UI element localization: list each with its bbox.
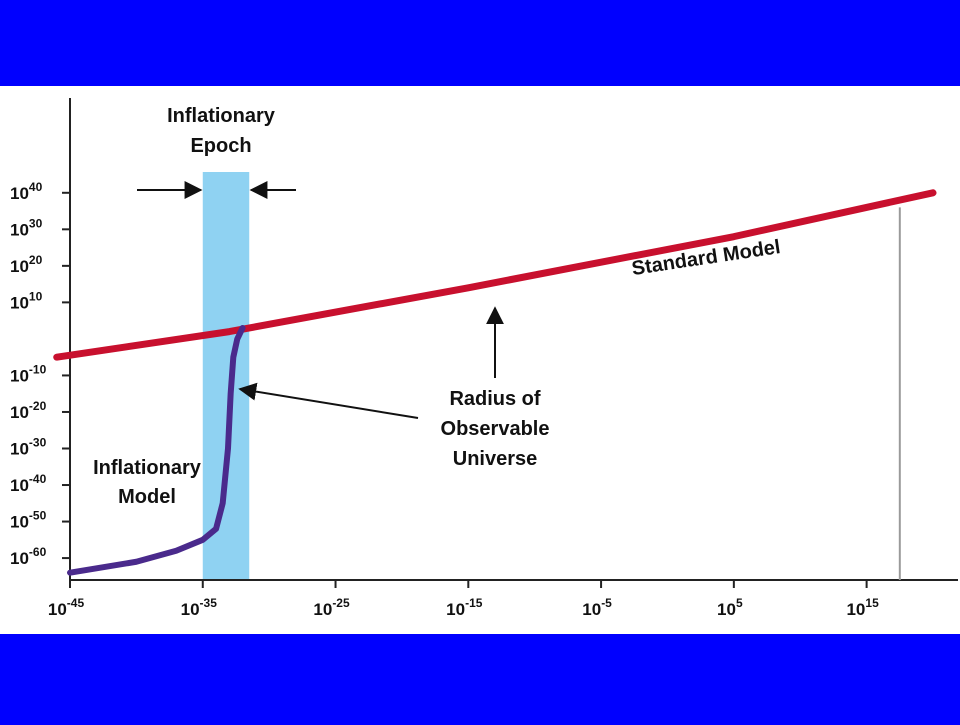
x-tick-label: 1015 [846, 596, 879, 619]
radius-label-line3: Universe [453, 448, 538, 470]
y-tick-label: 10-40 [10, 472, 47, 495]
x-tick-label: 10-15 [446, 596, 483, 619]
epoch-label-line2: Epoch [190, 135, 251, 157]
y-tick-label: 10-10 [10, 362, 47, 385]
radius-label-line1: Radius of [449, 388, 540, 410]
x-tick-label: 10-35 [181, 596, 218, 619]
standard-model-line [53, 189, 937, 361]
y-tick-label: 1010 [10, 289, 43, 312]
x-tick-label: 10-25 [313, 596, 350, 619]
x-tick-label: 105 [717, 596, 743, 619]
inflationary-model-label-line1: Inflationary [93, 457, 202, 479]
x-tick-label: 10-45 [48, 596, 85, 619]
radius-arrow-left [238, 382, 419, 419]
chart-panel [0, 86, 960, 634]
inflationary-epoch-band [202, 172, 250, 580]
y-tick-label: 1040 [10, 180, 43, 203]
radius-label-line2: Observable [441, 418, 550, 440]
y-tick-label: 10-20 [10, 399, 47, 422]
y-tick-label: 10-30 [10, 435, 47, 458]
y-tick-label: 10-60 [10, 545, 47, 568]
y-tick-label: 1030 [10, 216, 43, 239]
epoch-label-line1: Inflationary [167, 105, 276, 127]
y-tick-label: 10-50 [10, 509, 47, 532]
y-tick-label: 1020 [10, 253, 43, 276]
x-tick-label: 10-5 [582, 596, 612, 619]
inflationary-model-line [67, 324, 246, 576]
inflationary-model-label-line2: Model [118, 486, 176, 508]
